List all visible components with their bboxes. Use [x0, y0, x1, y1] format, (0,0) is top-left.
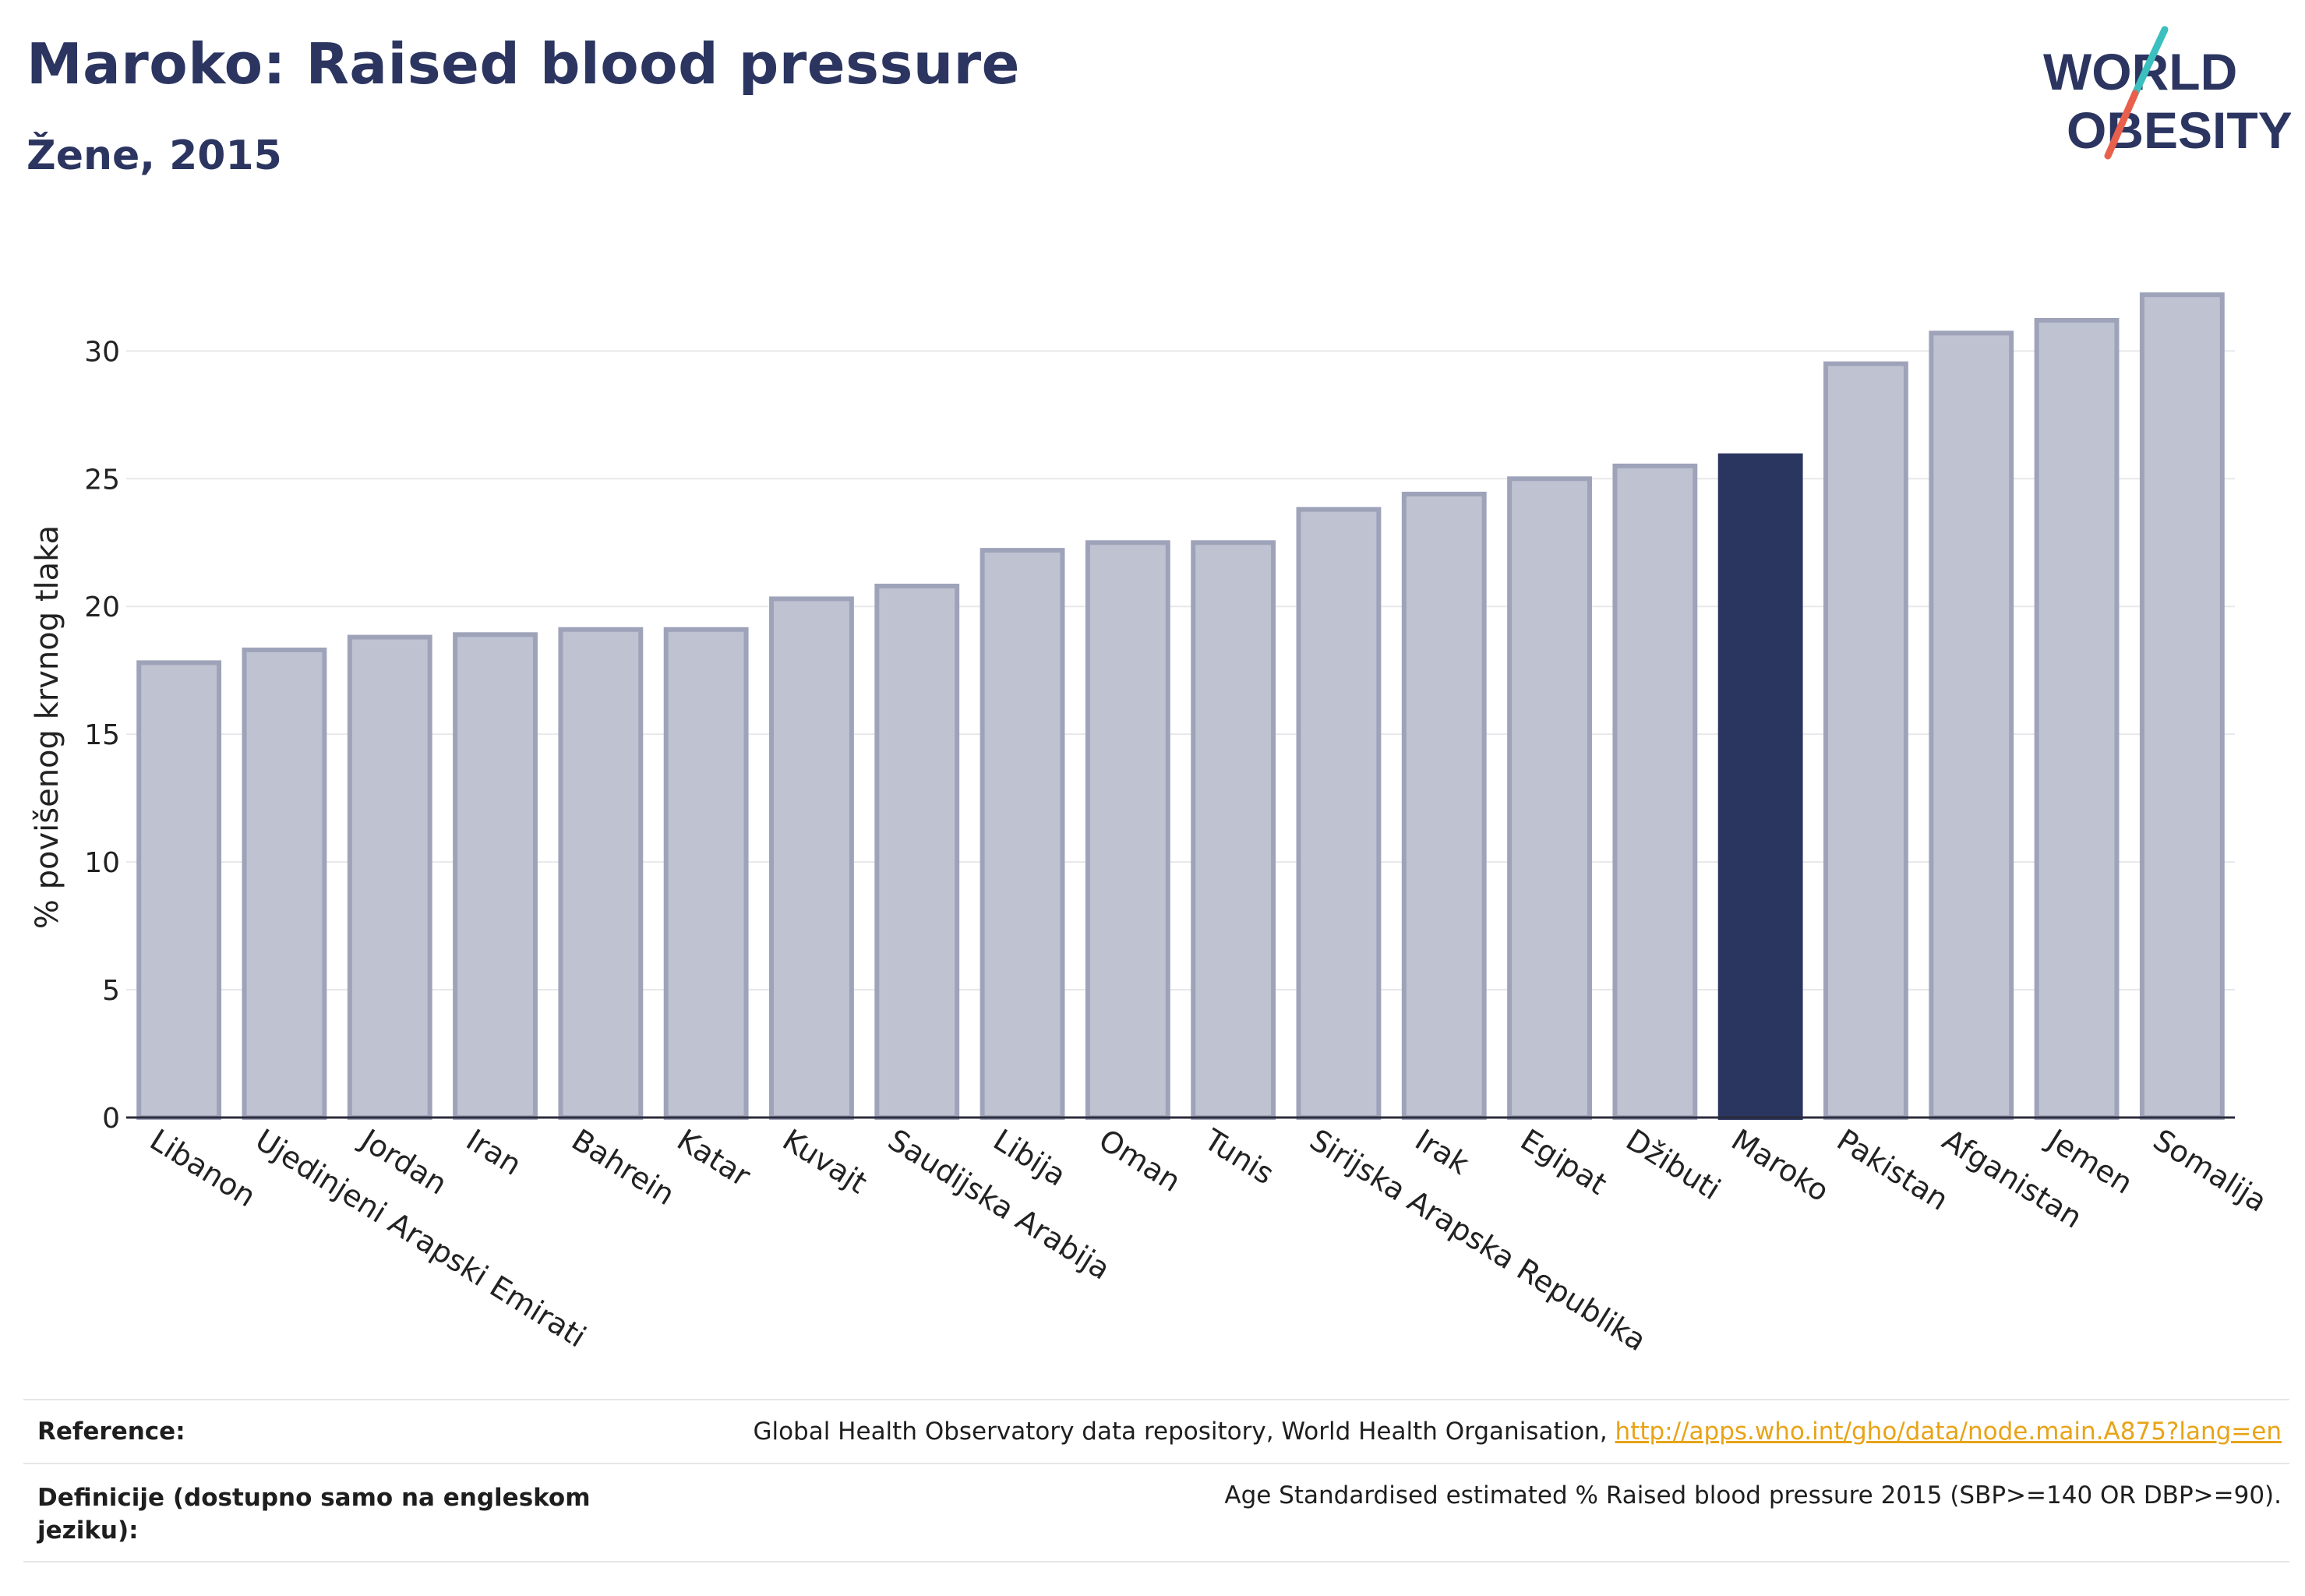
bar-katar [663, 627, 749, 1120]
logo-slash-teal [2131, 26, 2169, 97]
reference-value: Global Health Observatory data repositor… [753, 1418, 2282, 1446]
bar-afganistan [1929, 330, 2014, 1120]
definition-label: Definicije (dostupno samo na engleskom j… [37, 1484, 591, 1545]
y-axis-label: % povišenog krvnog tlaka [30, 525, 65, 929]
bar-d-ibuti [1612, 463, 1698, 1120]
bar-maroko [1717, 453, 1803, 1120]
x-tick-label: Džibuti [1620, 1122, 1726, 1206]
logo-line2: OBESITY [2067, 101, 2291, 159]
bar-iran [453, 632, 538, 1120]
bar-tunis [1191, 540, 1276, 1120]
x-tick-label: Irak [1409, 1122, 1474, 1181]
y-axis-ticks: 0 5 10 15 20 25 30 [84, 336, 120, 1135]
y-tick-label: 0 [102, 1103, 120, 1135]
y-tick-label: 20 [84, 591, 120, 623]
bar-egipat [1507, 476, 1592, 1120]
chart-title: Maroko: Raised blood pressure [26, 31, 1020, 97]
bar-pakistan [1823, 361, 1908, 1120]
x-tick-label: Oman [1093, 1122, 1187, 1199]
x-tick-label: Iran [461, 1122, 528, 1182]
bar-bahrein [558, 627, 644, 1120]
world-obesity-logo: WORLD OBESITY [2043, 26, 2291, 160]
y-tick-label: 25 [84, 464, 120, 496]
x-tick-label: Pakistan [1831, 1122, 1954, 1217]
y-tick-label: 5 [102, 975, 120, 1007]
bar-sirijska-arapska-republika [1296, 507, 1382, 1120]
bar-kuvajt [769, 596, 854, 1120]
bar-ujedinjeni-arapski-emirati [242, 647, 327, 1120]
x-tick-label: Somalija [2148, 1122, 2273, 1219]
logo-line1: WORLD [2043, 43, 2237, 101]
reference-row: Reference: Global Health Observatory dat… [23, 1399, 2289, 1463]
bars [136, 292, 2225, 1120]
y-tick-label: 30 [84, 336, 120, 368]
x-tick-label: Egipat [1515, 1122, 1613, 1201]
y-tick-label: 15 [84, 719, 120, 751]
bar-oman [1085, 540, 1170, 1120]
bar-libanon [136, 660, 222, 1120]
logo-slash-red [2104, 90, 2139, 160]
reference-link[interactable]: http://apps.who.int/gho/data/node.main.A… [1615, 1418, 2282, 1446]
bar-irak [1401, 491, 1487, 1120]
footer-table: Reference: Global Health Observatory dat… [23, 1399, 2289, 1562]
bar-jordan [347, 634, 432, 1120]
chart-subtitle: Žene, 2015 [26, 132, 282, 179]
reference-text: Global Health Observatory data repositor… [753, 1418, 1615, 1446]
x-tick-label: Bahrein [566, 1122, 680, 1212]
x-tick-label: Maroko [1725, 1122, 1834, 1208]
reference-label: Reference: [37, 1418, 185, 1446]
gridlines [126, 350, 2235, 991]
bar-saudijska-arabija [874, 584, 960, 1120]
x-tick-label: Libanon [144, 1122, 262, 1213]
y-tick-label: 10 [84, 847, 120, 879]
x-tick-label: Kuvajt [777, 1122, 874, 1200]
bar-somalija [2139, 292, 2225, 1120]
x-tick-label: Katar [671, 1122, 757, 1193]
x-tick-label: Libija [987, 1122, 1071, 1192]
definition-row: Definicije (dostupno samo na engleskom j… [23, 1463, 2289, 1562]
definition-value: Age Standardised estimated % Raised bloo… [1224, 1481, 2282, 1509]
bar-jemen [2034, 318, 2120, 1120]
x-tick-label: Tunis [1198, 1122, 1280, 1192]
x-tick-label: Sirijska Arapska Republika [1304, 1122, 1652, 1358]
bar-libija [980, 548, 1065, 1120]
